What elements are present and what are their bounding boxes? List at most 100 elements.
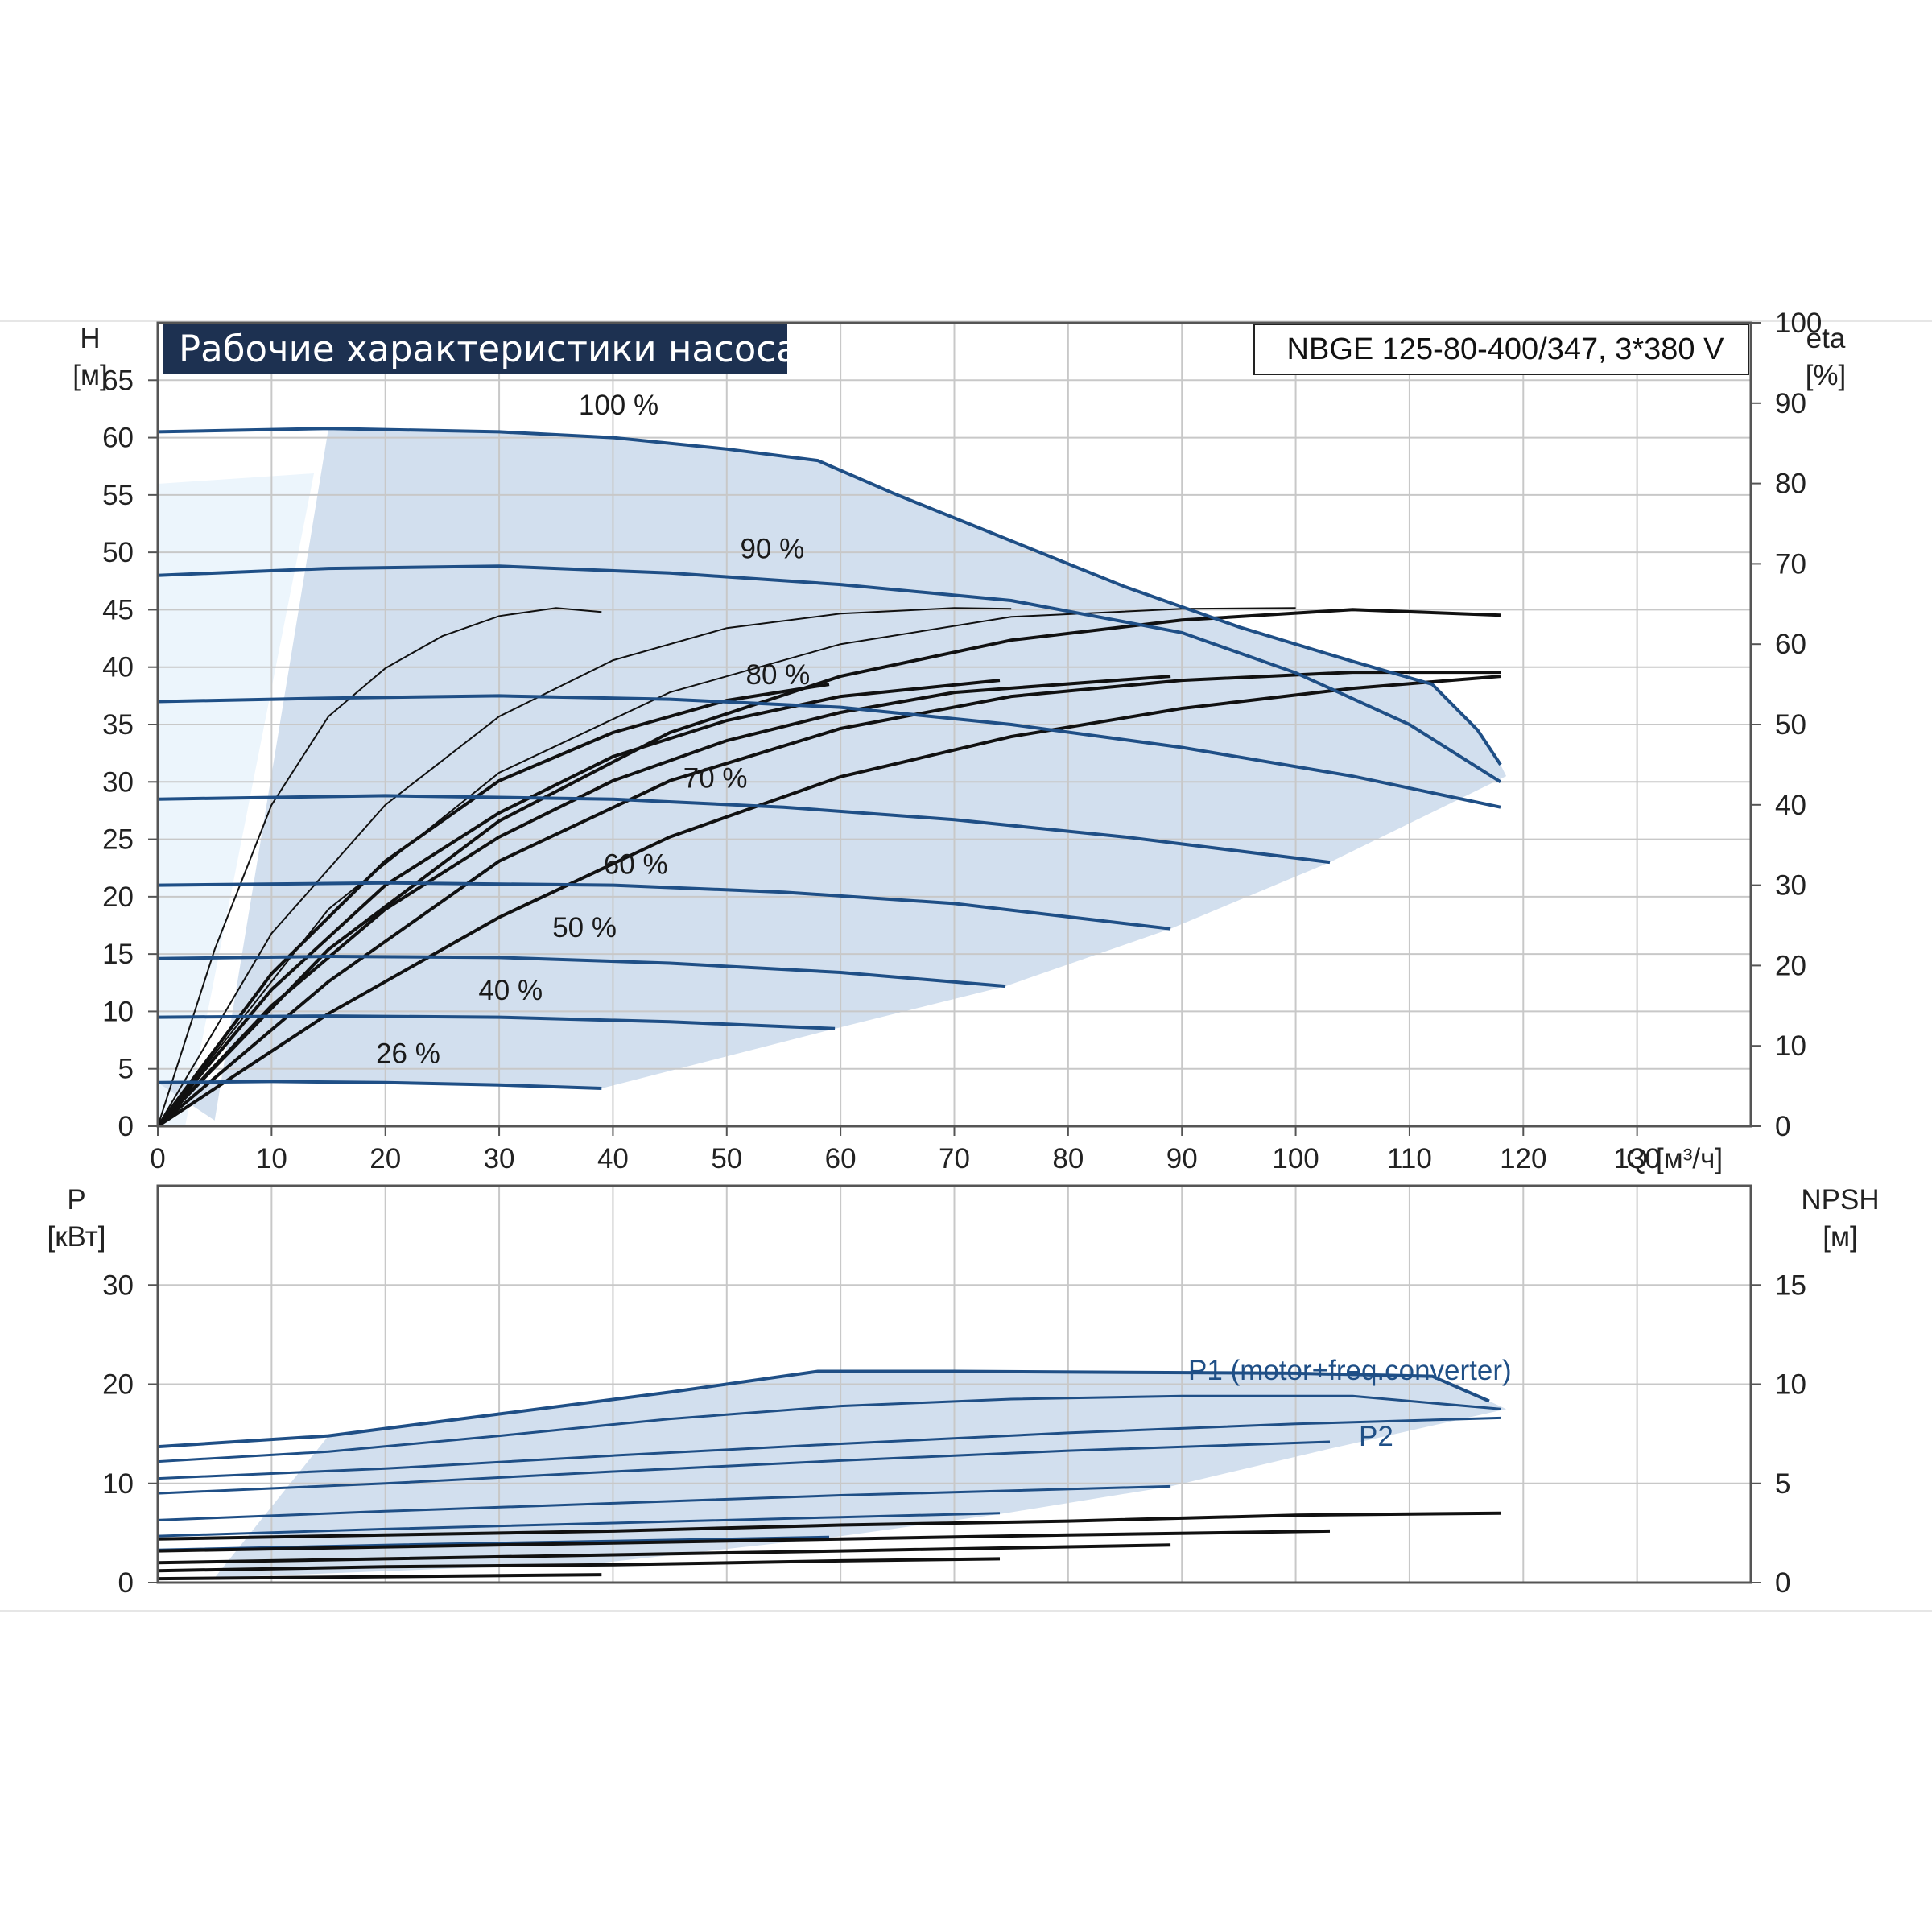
y2-tick-50: 50: [1775, 709, 1806, 741]
head-curve-70: [157, 794, 1331, 865]
p2-curve-2: [157, 1512, 1001, 1538]
npsh-tick-10: 10: [1775, 1369, 1806, 1401]
eta-curve-8: [156, 671, 1501, 1128]
eta-curve-4: [156, 608, 1501, 1128]
p1-curve-2: [157, 1394, 1501, 1463]
speed-label-40: 40 %: [478, 975, 543, 1006]
y2-tick-0: 0: [1775, 1111, 1790, 1142]
y2-tick-60: 60: [1775, 629, 1806, 660]
x-tick-130: 130: [1613, 1143, 1660, 1174]
y-tick-5: 5: [118, 1054, 134, 1085]
power-and-npsh-curves: [157, 1369, 1501, 1581]
x-axis-label: Q [м³/ч]: [1626, 1143, 1723, 1174]
npsh-curve-1: [157, 1511, 1501, 1541]
y-tick-50: 50: [102, 537, 134, 568]
npsh-tick-5: 5: [1775, 1468, 1790, 1500]
head-curve-40: [157, 1014, 836, 1030]
y2-tick-10: 10: [1775, 1030, 1806, 1062]
title-background: [163, 324, 787, 374]
x-tick-60: 60: [825, 1143, 857, 1174]
chart-title: Рабочие характеристики насоса: [179, 328, 799, 370]
power-npsh-plot: 0 10 20 30 0 5 10 15: [102, 1184, 1806, 1599]
lower-axis-ticks: 0 10 20 30 0 5 10 15: [102, 1269, 1806, 1599]
y2-tick-90: 90: [1775, 388, 1806, 419]
p1-curve-1: [157, 1369, 1490, 1449]
y-axis-label-h: H: [80, 323, 100, 354]
speed-label-50: 50 %: [552, 912, 617, 943]
x-tick-10: 10: [256, 1143, 287, 1174]
head-curve-100: [157, 427, 1502, 766]
x-tick-100: 100: [1272, 1143, 1319, 1174]
x-tick-110: 110: [1387, 1143, 1432, 1174]
pump-model: NBGE 125-80-400/347, 3*380 V: [1287, 332, 1725, 366]
speed-label-60: 60 %: [604, 848, 668, 880]
low-flow-region: [158, 473, 314, 1126]
eta-curve-9: [156, 675, 1501, 1128]
p-tick-30: 30: [102, 1269, 134, 1301]
p2-label: P2: [1359, 1421, 1393, 1452]
x-tick-0: 0: [150, 1143, 165, 1174]
eta-curve-2: [157, 607, 1012, 1127]
y2-tick-80: 80: [1775, 469, 1806, 500]
head-curves: [157, 427, 1502, 1090]
p-tick-10: 10: [102, 1468, 134, 1500]
eta-curve-1: [157, 607, 602, 1127]
x-tick-40: 40: [597, 1143, 629, 1174]
p-tick-0: 0: [118, 1567, 134, 1599]
x-tick-80: 80: [1052, 1143, 1084, 1174]
y-tick-55: 55: [102, 480, 134, 511]
y-tick-35: 35: [102, 709, 134, 741]
y2-tick-70: 70: [1775, 548, 1806, 580]
head-curve-26: [157, 1080, 602, 1090]
y2-axis-label-eta-unit: [%]: [1806, 360, 1847, 391]
upper-grid: [158, 323, 1751, 1126]
y-tick-10: 10: [102, 996, 134, 1027]
y2-tick-100: 100: [1775, 308, 1822, 339]
y2-axis-label-npsh-unit: [м]: [1823, 1221, 1858, 1253]
y2-tick-30: 30: [1775, 870, 1806, 902]
npsh-curve-5: [157, 1573, 602, 1581]
x-tick-70: 70: [939, 1143, 970, 1174]
npsh-curve-4: [157, 1557, 1001, 1573]
y2-axis-label-eta: eta: [1806, 323, 1846, 354]
head-curve-80: [157, 694, 1501, 809]
eta-curve-3: [157, 607, 1296, 1127]
upper-axis-ticks: 0 10 20 30 40 50 60 70 80 90 100 110 120 130051015202…: [102, 308, 1822, 1174]
npsh-curve-2: [157, 1529, 1331, 1553]
speed-label-70: 70 %: [683, 762, 748, 794]
npsh-curve-3: [157, 1543, 1171, 1565]
head-curve-90: [157, 564, 1502, 783]
model-box: NBGE 125-80-400/347, 3*380 V: [1253, 324, 1749, 375]
x-tick-20: 20: [369, 1143, 401, 1174]
y2-axis-label-npsh: NPSH: [1801, 1184, 1879, 1216]
eta-curve-5: [156, 675, 1171, 1128]
model-box-frame: [1253, 324, 1749, 375]
speed-label-80: 80 %: [746, 659, 811, 691]
y2-tick-40: 40: [1775, 790, 1806, 821]
speed-label-100: 100 %: [579, 390, 658, 421]
p1-label: P1 (motor+freq.converter): [1188, 1355, 1512, 1386]
p1-curve-3: [157, 1440, 1331, 1495]
head-eta-plot: 100 %90 %80 %70 %60 %50 %40 %26 % 0 10 20 3…: [102, 308, 1822, 1174]
eta-curve-6: [156, 679, 1001, 1128]
efficiency-curves: [156, 607, 1501, 1128]
y2-tick-20: 20: [1775, 950, 1806, 981]
x-tick-120: 120: [1500, 1143, 1546, 1174]
y-tick-20: 20: [102, 881, 134, 913]
x-tick-90: 90: [1166, 1143, 1198, 1174]
head-curve-60: [157, 881, 1171, 931]
p2-curve-1: [157, 1416, 1501, 1480]
y-axis-label-p: P: [67, 1184, 85, 1216]
y-tick-0: 0: [118, 1111, 134, 1142]
y-tick-15: 15: [102, 939, 134, 970]
head-curve-50: [157, 954, 1006, 989]
y-tick-30: 30: [102, 766, 134, 798]
x-tick-30: 30: [484, 1143, 515, 1174]
speed-label-26: 26 %: [376, 1038, 440, 1070]
speed-percent-labels: 100 % 90 % 80 % 70 % 60 % 50 % 40 % 26 %: [376, 390, 810, 1070]
p1-curve-4: [157, 1484, 1171, 1521]
operating-envelope: [158, 428, 1507, 1121]
chart-title-banner: Рабочие характеристики насоса: [163, 324, 799, 374]
y-tick-45: 45: [102, 594, 134, 625]
